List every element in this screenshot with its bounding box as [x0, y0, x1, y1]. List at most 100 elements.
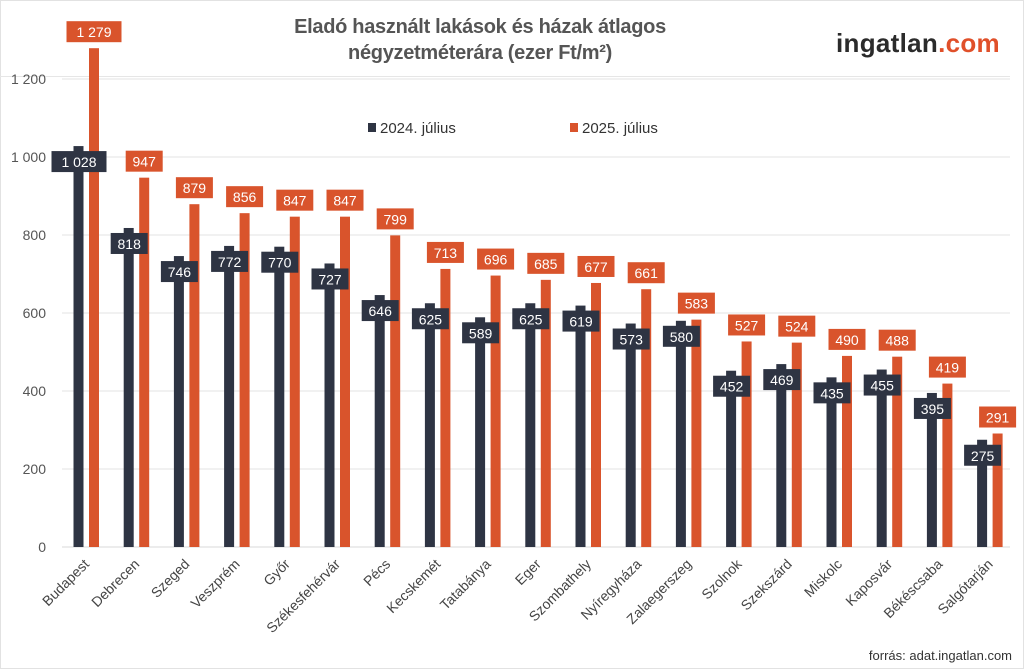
data-label-box-2024	[411, 308, 449, 330]
data-label-box-2025	[426, 241, 464, 263]
logo-suffix: .com	[938, 28, 1000, 58]
data-label-2025: 527	[735, 317, 759, 333]
data-label-2025: 847	[333, 193, 357, 209]
data-label-2025: 856	[233, 189, 257, 205]
data-label-2025: 291	[986, 410, 1010, 426]
data-label-2025: 661	[635, 265, 659, 281]
x-category-label: Győr	[260, 556, 293, 589]
bar-2025	[741, 341, 752, 547]
bar-2024	[826, 377, 837, 547]
bar-2025	[540, 279, 551, 547]
data-label-2024: 580	[670, 329, 694, 345]
x-category-label: Pécs	[360, 556, 393, 589]
bar-2025	[691, 319, 702, 547]
data-label-box-2025	[276, 189, 314, 211]
data-label-2024: 625	[419, 311, 443, 327]
data-label-box-2025	[326, 189, 364, 211]
data-label-box-2024	[763, 369, 801, 391]
data-label-2024: 1 028	[61, 154, 96, 170]
x-category-label: Szeged	[148, 556, 193, 601]
data-label-box-2024	[813, 382, 851, 404]
data-label-2025: 583	[685, 296, 709, 312]
data-label-box-2025	[66, 21, 122, 43]
data-label-box-2025	[728, 314, 766, 336]
bar-2025	[139, 177, 150, 548]
bar-2025	[641, 289, 652, 547]
bar-2024	[73, 146, 84, 547]
data-label-2024: 818	[118, 236, 142, 252]
data-label-2025: 488	[886, 333, 910, 349]
data-label-2024: 727	[318, 271, 342, 287]
data-label-2024: 625	[519, 311, 543, 327]
data-label-box-2024	[662, 325, 700, 347]
data-label-box-2024	[462, 322, 500, 344]
data-label-box-2025	[878, 329, 916, 351]
data-label-2025: 677	[584, 259, 608, 275]
data-label-2025: 490	[835, 332, 859, 348]
data-label-box-2024	[211, 250, 249, 272]
legend-label: 2025. július	[582, 120, 658, 137]
x-category-label: Salgótarján	[934, 556, 995, 617]
bar-2024	[475, 317, 486, 547]
bar-2024	[123, 227, 134, 548]
data-label-box-2024	[512, 308, 550, 330]
data-label-box-2024	[562, 310, 600, 332]
header-divider	[0, 76, 1010, 77]
data-label-2024: 275	[971, 448, 995, 464]
source-note: forrás: adat.ingatlan.com	[868, 648, 1012, 663]
bar-2025	[390, 235, 401, 547]
bar-2024	[876, 369, 887, 547]
bar-2024	[977, 439, 988, 547]
data-label-box-2024	[612, 328, 650, 350]
data-label-box-2025	[527, 252, 565, 274]
x-category-label: Eger	[512, 556, 544, 588]
data-label-box-2024	[361, 300, 399, 322]
data-label-box-2025	[627, 262, 665, 284]
data-label-box-2024	[160, 261, 198, 283]
x-category-label: Budapest	[39, 556, 92, 609]
bar-2025	[239, 213, 250, 547]
x-category-label: Veszprém	[187, 556, 242, 611]
bar-2024	[675, 320, 686, 547]
data-label-box-2025	[577, 255, 615, 277]
bar-2024	[173, 256, 184, 547]
data-label-box-2024	[713, 375, 751, 397]
bar-2025	[89, 48, 99, 547]
data-label-2024: 746	[168, 264, 192, 280]
data-label-2025: 879	[183, 180, 207, 196]
data-label-box-2024	[913, 397, 951, 419]
legend-swatch	[570, 123, 578, 132]
data-label-2025: 524	[785, 319, 809, 335]
y-tick-label: 1 200	[11, 71, 46, 87]
data-label-2024: 452	[720, 379, 744, 395]
bar-2024	[224, 245, 235, 548]
data-label-2024: 619	[569, 314, 593, 330]
data-label-box-2024	[311, 268, 349, 290]
data-label-2024: 573	[620, 332, 644, 348]
bar-2025	[992, 433, 1003, 547]
data-label-2024: 435	[820, 385, 844, 401]
bar-2024	[525, 303, 536, 547]
logo-main: ingatlan	[836, 28, 939, 58]
y-tick-label: 600	[23, 305, 47, 321]
data-label-box-2025	[828, 328, 866, 350]
data-label-box-2025	[928, 356, 966, 378]
data-label-box-2025	[376, 208, 414, 230]
bar-2024	[575, 305, 586, 547]
bar-2025	[892, 356, 903, 547]
x-category-label: Miskolc	[801, 556, 845, 600]
x-category-label: Szekszárd	[737, 556, 795, 614]
data-label-2024: 455	[871, 378, 895, 394]
data-label-2024: 469	[770, 372, 794, 388]
data-label-box-2025	[125, 150, 163, 172]
data-label-2025: 799	[384, 211, 408, 227]
bar-2024	[324, 263, 335, 547]
bar-2024	[926, 392, 937, 547]
bar-2025	[340, 216, 350, 548]
bar-2025	[289, 216, 300, 548]
title-line-1: Eladó használt lakások és házak átlagos	[294, 16, 666, 38]
x-category-label: Kecskemét	[383, 556, 443, 616]
data-label-2024: 772	[218, 254, 242, 270]
data-label-2025: 1 279	[76, 24, 111, 40]
